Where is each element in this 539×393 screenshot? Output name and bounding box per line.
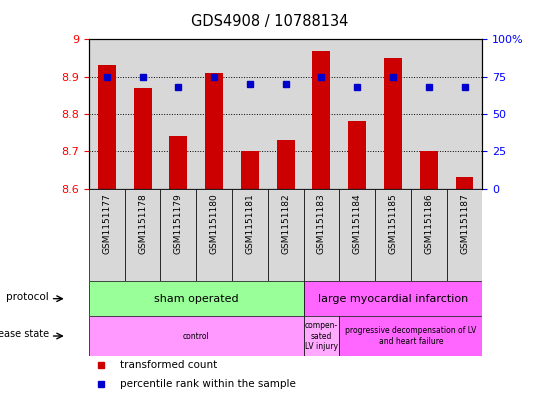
- Text: transformed count: transformed count: [120, 360, 218, 370]
- Text: GSM1151178: GSM1151178: [138, 193, 147, 254]
- Bar: [241, 151, 259, 189]
- Bar: [134, 88, 151, 189]
- Bar: [348, 121, 366, 189]
- Bar: [169, 136, 188, 189]
- Text: GSM1151187: GSM1151187: [460, 193, 469, 254]
- Text: GSM1151186: GSM1151186: [424, 193, 433, 254]
- Bar: [89, 281, 303, 316]
- Text: GSM1151177: GSM1151177: [102, 193, 112, 254]
- Bar: [447, 189, 482, 281]
- Bar: [384, 58, 402, 189]
- Text: GSM1151184: GSM1151184: [353, 193, 362, 254]
- Bar: [89, 316, 303, 356]
- Text: GSM1151183: GSM1151183: [317, 193, 326, 254]
- Text: protocol: protocol: [6, 292, 49, 302]
- Text: large myocardial infarction: large myocardial infarction: [318, 294, 468, 304]
- Text: disease state: disease state: [0, 329, 49, 339]
- Bar: [161, 189, 196, 281]
- Bar: [89, 189, 125, 281]
- Bar: [205, 73, 223, 189]
- Bar: [375, 189, 411, 281]
- Text: GSM1151181: GSM1151181: [245, 193, 254, 254]
- Bar: [313, 50, 330, 189]
- Text: GSM1151180: GSM1151180: [210, 193, 219, 254]
- Bar: [340, 316, 482, 356]
- Text: compen-
sated
LV injury: compen- sated LV injury: [305, 321, 338, 351]
- Bar: [303, 316, 340, 356]
- Bar: [455, 177, 473, 189]
- Text: progressive decompensation of LV
and heart failure: progressive decompensation of LV and hea…: [345, 326, 476, 346]
- Text: GSM1151179: GSM1151179: [174, 193, 183, 254]
- Text: sham operated: sham operated: [154, 294, 239, 304]
- Bar: [232, 189, 268, 281]
- Bar: [420, 151, 438, 189]
- Bar: [340, 189, 375, 281]
- Bar: [277, 140, 295, 189]
- Text: GSM1151185: GSM1151185: [389, 193, 397, 254]
- Text: GDS4908 / 10788134: GDS4908 / 10788134: [191, 14, 348, 29]
- Text: control: control: [183, 332, 210, 340]
- Bar: [125, 189, 161, 281]
- Bar: [411, 189, 447, 281]
- Bar: [268, 189, 303, 281]
- Bar: [303, 189, 340, 281]
- Text: GSM1151182: GSM1151182: [281, 193, 290, 254]
- Text: percentile rank within the sample: percentile rank within the sample: [120, 379, 296, 389]
- Bar: [98, 65, 116, 189]
- Bar: [303, 281, 482, 316]
- Bar: [196, 189, 232, 281]
